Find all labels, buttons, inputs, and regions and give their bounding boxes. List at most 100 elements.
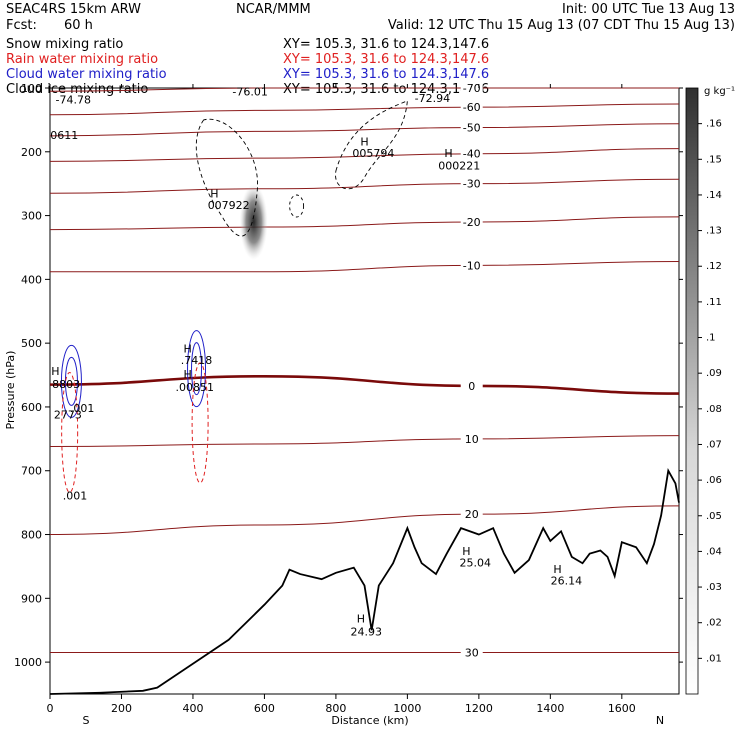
x-tick-label: 1600: [608, 702, 636, 715]
field-xy: XY= 105.3, 31.6 to 124.3,147.6: [283, 67, 489, 82]
extremum-label: H: [183, 343, 191, 356]
colorbar-tick-label: .07: [706, 439, 722, 450]
axes: 0 200 400 600 800 1000 1200 1400 160010020030040…: [14, 82, 683, 715]
extremum-label: 2773: [54, 408, 82, 421]
plot-area: -70 -60 -50 -40 -30 -20 -10 0 10 20 30 -74.78 -76.01…: [49, 82, 680, 695]
field-name: Cloud water mixing ratio: [6, 67, 167, 82]
extremum-label: 26.14: [551, 574, 583, 587]
isotherm-label-bg: [460, 646, 483, 660]
extremum-label: H: [462, 545, 470, 558]
right-endpoint: N: [656, 714, 664, 727]
isotherm-label-bg: [460, 121, 483, 135]
rain-contour: [61, 371, 79, 493]
isotherm-line: [49, 148, 680, 162]
x-tick-label: 1400: [536, 702, 564, 715]
colorbar-tick-label: .04: [706, 546, 722, 557]
field-xy: XY= 105.3, 31.6 to 124.3,147.6: [283, 52, 489, 67]
field-name: Snow mixing ratio: [6, 37, 123, 52]
terrain-line: [49, 468, 680, 695]
isotherm-line: [49, 123, 680, 137]
isotherm-line: [49, 375, 680, 395]
y-tick-label: 800: [21, 529, 42, 542]
colorbar-unit: g kg⁻¹: [704, 86, 735, 97]
center-name: NCAR/MMM: [236, 2, 311, 17]
isotherm-label-bg: [460, 82, 483, 95]
cloud-water-contour: [187, 330, 207, 408]
isotherm-label: 10: [465, 433, 479, 446]
x-tick-label: 800: [325, 702, 346, 715]
cloud-water-contour: [191, 342, 203, 396]
isotherm-label-bg: [460, 432, 483, 446]
isotherm-label: 0: [468, 380, 475, 393]
y-tick-label: 500: [21, 337, 42, 350]
extremum-label: .001: [63, 489, 88, 502]
isotherm-line: [49, 216, 680, 231]
extremum-label: H: [357, 613, 365, 626]
extremum-label: 005794: [352, 147, 394, 160]
colorbar-tick-label: .06: [706, 475, 722, 486]
extremum-label: H: [183, 368, 191, 381]
colorbar-tick-label: .03: [706, 582, 722, 593]
colorbar-tick-label: .13: [706, 226, 722, 237]
colorbar-tick-label: .05: [706, 511, 722, 522]
colorbar-tick-label: .12: [706, 261, 722, 272]
y-tick-label: 400: [21, 273, 42, 286]
colorbar-tick-label: .01: [706, 653, 722, 664]
extremum-label: .00851: [175, 381, 214, 394]
field-xy: XY= 105.3, 31.6 to 124.3,147.6: [283, 82, 489, 97]
extremum-label: .7418: [181, 354, 213, 367]
isotherm-label: 20: [465, 508, 479, 521]
isotherm-label-bg: [460, 379, 483, 393]
init-time: Init: 00 UTC Tue 13 Aug 13: [562, 2, 735, 17]
cloud-ice-contour: [195, 118, 258, 237]
extremum-label: H: [210, 188, 218, 201]
isotherm-label-bg: [460, 259, 483, 273]
x-tick-label: 1000: [393, 702, 421, 715]
extremum-label: 000221: [438, 160, 480, 173]
isotherm-label-bg: [460, 101, 483, 115]
cloud-water-contour: [64, 356, 78, 406]
isotherm-line: [49, 87, 679, 92]
isotherm-line: [49, 178, 680, 194]
extremum-label: H: [444, 147, 452, 160]
extremum-label: H: [553, 563, 561, 576]
field-xy: XY= 105.3, 31.6 to 124.3,147.6: [283, 37, 489, 52]
extremum-label: 25.04: [460, 556, 492, 569]
forecast-label: Fcst:: [6, 18, 37, 33]
colorbar-tick-label: .02: [706, 618, 722, 629]
x-tick-label: 600: [254, 702, 275, 715]
isotherm-label-bg: [460, 508, 483, 522]
extremum-label: 007922: [208, 199, 250, 212]
isotherm-label: -50: [463, 122, 481, 135]
isotherm-label: -30: [463, 178, 481, 191]
extremum-label: -76.01: [232, 86, 267, 99]
isotherm-line: [50, 261, 680, 273]
extremum-label: 24.93: [351, 625, 383, 638]
colorbar-tick-label: .11: [706, 297, 722, 308]
y-axis-label: Pressure (hPa): [4, 351, 17, 430]
colorbar-tick-label: .16: [706, 119, 722, 130]
rain-contour: [191, 362, 209, 484]
isotherm-line: [49, 103, 680, 116]
colorbar-tick-label: .14: [706, 190, 722, 201]
x-tick-label: 1200: [465, 702, 493, 715]
isotherm-line: [49, 435, 680, 447]
y-tick-label: 600: [21, 401, 42, 414]
field-name: Cloud ice mixing ratio: [6, 82, 148, 97]
field-legend: Snow mixing ratio XY= 105.3, 31.6 to 124.…: [6, 37, 489, 97]
isotherm-label: -40: [463, 148, 481, 161]
y-tick-label: 1000: [14, 656, 42, 669]
isotherm-label: -10: [463, 259, 481, 272]
x-tick-label: 400: [182, 702, 203, 715]
forecast-hours: 60 h: [64, 18, 93, 33]
isotherm-line: [49, 505, 680, 536]
isotherm-label: -20: [463, 216, 481, 229]
isotherm-label-bg: [460, 177, 483, 191]
left-endpoint: S: [83, 714, 90, 727]
isotherm-label: -70: [463, 82, 481, 95]
isotherm-label: -60: [463, 101, 481, 114]
cloud-ice-contour: [335, 100, 408, 190]
cloud-ice-contour: [289, 194, 305, 218]
isotherm-label: 30: [465, 647, 479, 660]
